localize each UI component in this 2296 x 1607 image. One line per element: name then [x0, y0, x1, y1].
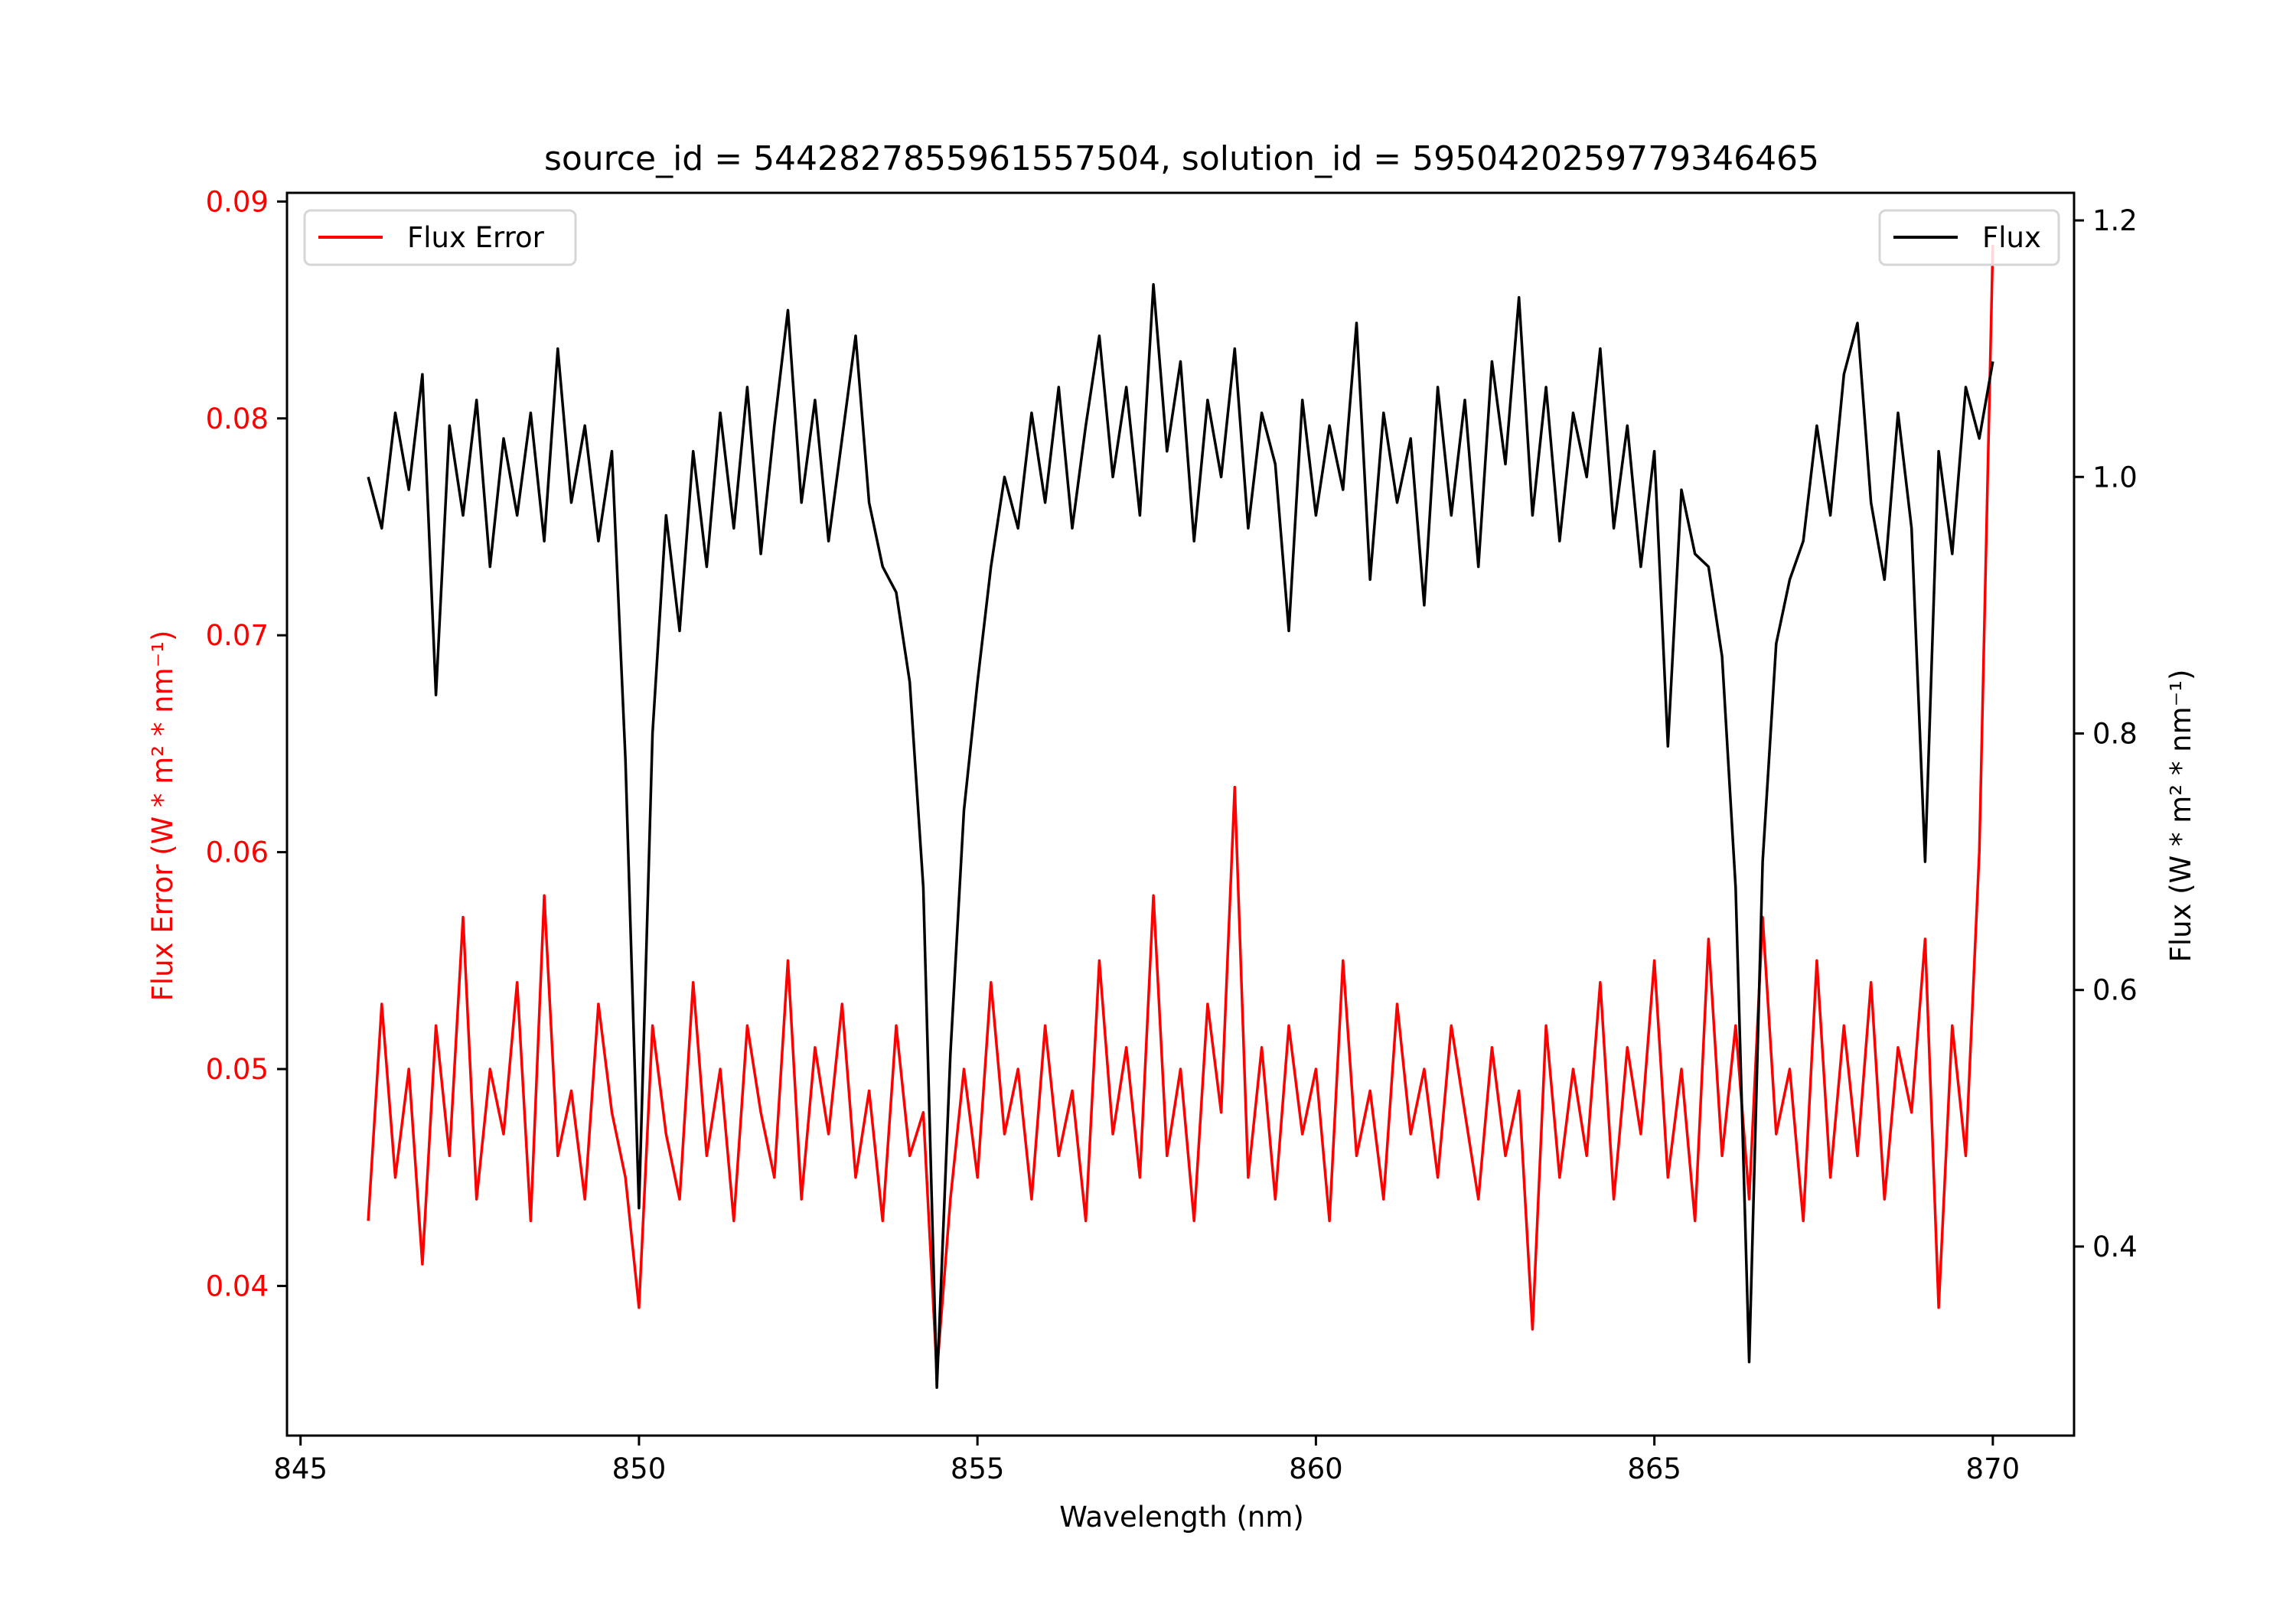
x-tick-label: 855 — [951, 1452, 1005, 1485]
series-line-flux-error — [367, 244, 1994, 1374]
chart-title: source_id = 5442827855961557504, solutio… — [544, 139, 1819, 178]
y-left-tick-label: 0.07 — [206, 619, 269, 652]
y-right-tick-label: 1.2 — [2092, 204, 2138, 237]
y-left-tick-label: 0.04 — [206, 1270, 269, 1302]
y-left-tick-label: 0.05 — [206, 1053, 269, 1086]
y-left-tick-label: 0.08 — [206, 403, 269, 435]
legend-flux-error: Flux Error — [303, 209, 577, 266]
y-right-axis-label: Flux (W * m² * nm⁻¹) — [2164, 670, 2197, 963]
y-right-tick-label: 1.0 — [2092, 461, 2138, 494]
series-line-flux — [367, 283, 1994, 1390]
x-tick-label: 860 — [1289, 1452, 1343, 1485]
x-tick-label: 845 — [273, 1452, 328, 1485]
y-left-tick-label: 0.09 — [206, 185, 269, 218]
y-left-axis-label: Flux Error (W * m² * nm⁻¹) — [146, 631, 179, 1002]
y-right-tick-label: 0.8 — [2092, 717, 2138, 750]
x-tick-label: 865 — [1627, 1452, 1681, 1485]
x-tick-label: 870 — [1966, 1452, 2020, 1485]
legend-flux: Flux — [1878, 209, 2060, 266]
y-left-tick-label: 0.06 — [206, 836, 269, 869]
x-tick-label: 850 — [612, 1452, 667, 1485]
legend-label-flux: Flux — [1982, 221, 2041, 254]
y-right-tick-label: 0.4 — [2092, 1231, 2138, 1263]
x-axis-label: Wavelength (nm) — [1059, 1501, 1304, 1534]
legend-label-flux-error: Flux Error — [407, 221, 545, 254]
y-right-tick-label: 0.6 — [2092, 974, 2138, 1007]
plot-frame — [285, 191, 2076, 1437]
